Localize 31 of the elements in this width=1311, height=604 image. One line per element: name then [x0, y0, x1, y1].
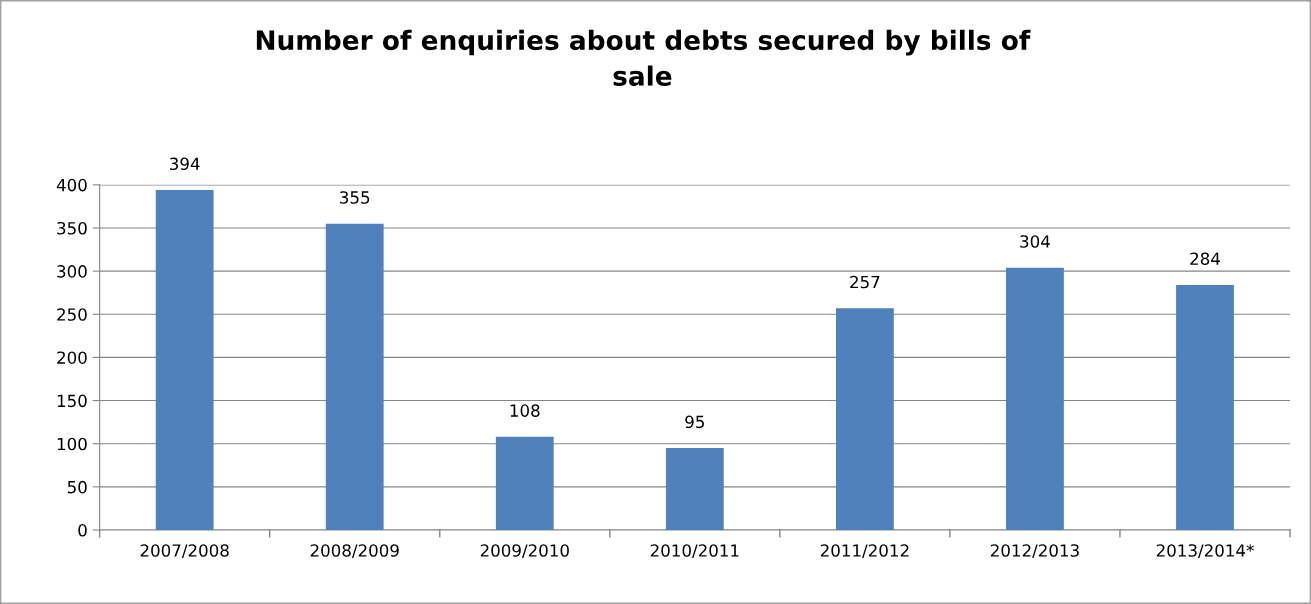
data-label: 95 [685, 415, 704, 429]
bar [325, 223, 384, 531]
x-tick-label: 2012/2013 [990, 544, 1079, 559]
y-tick-label: 250 [57, 308, 87, 321]
x-tick-label: 2009/2010 [480, 544, 569, 559]
x-tick-label: 2013/2014* [1156, 544, 1254, 559]
y-tick-label: 150 [57, 394, 87, 408]
bar [1006, 267, 1064, 531]
bar [835, 308, 894, 531]
y-tick-label: 400 [56, 178, 87, 192]
data-label: 304 [1020, 235, 1050, 248]
y-tick-label: 0 [78, 523, 87, 537]
y-tick-label: 350 [57, 221, 87, 235]
data-label: 257 [850, 275, 880, 289]
y-tick-label: 50 [67, 480, 87, 494]
bar [665, 448, 724, 531]
y-tick-label: 300 [57, 265, 87, 278]
y-tick-label: 200 [57, 351, 87, 364]
data-label: 394 [170, 157, 200, 171]
bar [495, 436, 554, 531]
y-tick-label: 100 [57, 437, 87, 451]
x-tick-label: 2010/2011 [650, 544, 739, 559]
bar [1176, 284, 1234, 531]
x-tick-label: 2007/2008 [140, 544, 229, 559]
data-label: 108 [510, 404, 540, 417]
x-tick-label: 2011/2012 [820, 544, 909, 559]
data-label: 355 [340, 191, 370, 204]
x-tick-label: 2008/2009 [310, 544, 399, 559]
bar [155, 190, 214, 531]
chart-title: Number of enquiries about debts secured by bills of sale [256, 29, 1031, 86]
data-label: 284 [1190, 252, 1220, 266]
